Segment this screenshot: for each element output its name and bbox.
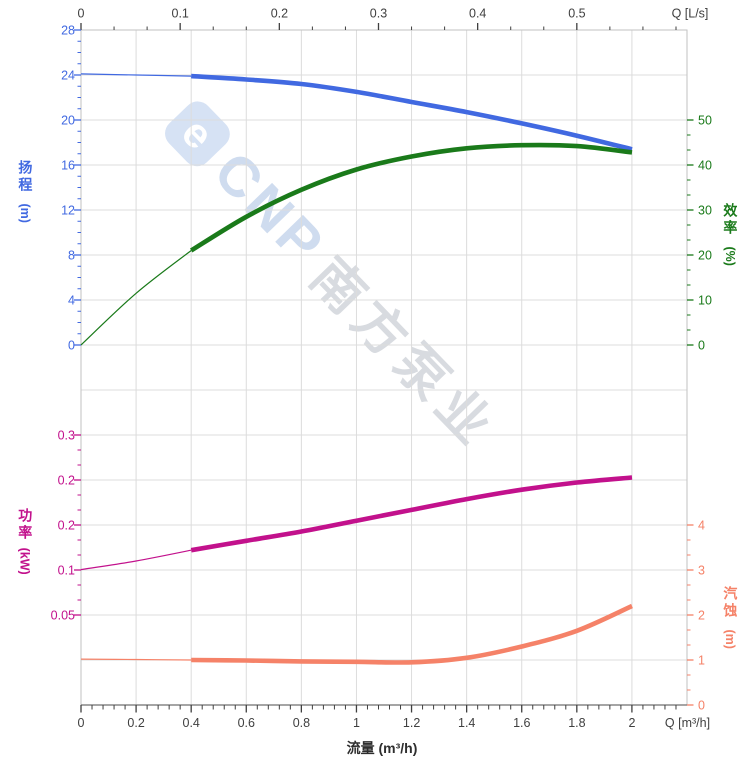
power-curve — [190, 475, 633, 553]
flow-tick-label: 0.2 — [127, 716, 144, 730]
head-tick-label: 12 — [61, 204, 75, 218]
bottom-axis-unit-label: Q [m³/h] — [665, 716, 710, 730]
grid-layer — [81, 30, 687, 705]
power-axis-title-cn: 功率 — [17, 508, 34, 542]
efficiency-curve — [189, 142, 633, 253]
flow-tick-label: 1.6 — [513, 716, 530, 730]
power-tick-label: 0.05 — [51, 609, 75, 623]
npsh-tick-label: 4 — [698, 519, 705, 533]
flow-tick-label: 1.2 — [403, 716, 420, 730]
npsh-axis-title-cn: 汽蚀 — [722, 586, 739, 620]
top-axis-tick-label: 0.4 — [469, 7, 486, 21]
flow-tick-label: 0.4 — [183, 716, 200, 730]
efficiency-axis-unit: (%) — [722, 246, 737, 266]
head-tick-label: 24 — [61, 69, 75, 83]
power-tick-label: 0.1 — [58, 564, 75, 578]
x-axis-title: 流量 (m³/h) — [347, 740, 418, 756]
power-tick-label: 0.2 — [58, 519, 75, 533]
flow-tick-label: 1 — [353, 716, 360, 730]
head-tick-label: 8 — [68, 249, 75, 263]
npsh-tick-label: 2 — [698, 609, 705, 623]
power-tick-label: 0.3 — [58, 429, 75, 443]
top-axis-tick-label: 0.1 — [172, 7, 189, 21]
efficiency-tick-label: 10 — [698, 294, 712, 308]
plot-border — [80, 29, 688, 706]
head-axis-title-cn: 扬程 — [17, 160, 34, 194]
head-curve-thin — [80, 73, 192, 77]
npsh-tick-label: 1 — [698, 654, 705, 668]
head-axis-unit: (m) — [17, 203, 32, 223]
top-axis-unit-label: Q [L/s] — [672, 7, 709, 21]
head-axis-title: 扬程 (m) — [15, 160, 34, 223]
top-axis-tick-label: 0 — [78, 7, 85, 21]
top-axis-tick-label: 0.2 — [271, 7, 288, 21]
head-tick-label: 4 — [68, 294, 75, 308]
flow-tick-label: 0.8 — [293, 716, 310, 730]
efficiency-tick-label: 40 — [698, 159, 712, 173]
flow-tick-label: 0 — [78, 716, 85, 730]
head-tick-label: 16 — [61, 159, 75, 173]
flow-tick-label: 1.4 — [458, 716, 475, 730]
flow-tick-label: 2 — [629, 716, 636, 730]
efficiency-tick-label: 30 — [698, 204, 712, 218]
tick-layer — [74, 23, 694, 713]
npsh-curve — [191, 603, 633, 665]
power-tick-label: 0.2 — [58, 474, 75, 488]
power-curve-thin — [80, 549, 192, 571]
npsh-axis-title: 汽蚀 (m) — [720, 586, 739, 649]
efficiency-axis-title-cn: 效率 — [722, 203, 739, 237]
power-axis-unit: (kW) — [17, 547, 32, 575]
efficiency-tick-label: 20 — [698, 249, 712, 263]
power-axis-title: 功率 (kW) — [11, 508, 38, 575]
efficiency-tick-label: 50 — [698, 114, 712, 128]
npsh-curve-thin — [80, 658, 192, 661]
npsh-tick-label: 0 — [698, 699, 705, 713]
efficiency-tick-label: 0 — [698, 339, 705, 353]
curves-layer — [80, 73, 633, 665]
head-tick-label: 28 — [61, 24, 75, 38]
top-axis-tick-label: 0.3 — [370, 7, 387, 21]
flow-tick-label: 0.6 — [238, 716, 255, 730]
npsh-axis-unit: (m) — [722, 629, 737, 649]
head-curve — [191, 73, 633, 152]
efficiency-axis-title: 效率 (%) — [720, 203, 739, 266]
head-tick-label: 0 — [68, 339, 75, 353]
label-layer: 0 0.1 0.2 0.3 0.4 0.5 Q [L/s] 28 24 20 1… — [51, 7, 712, 757]
efficiency-curve-thin — [80, 250, 192, 346]
flow-tick-label: 1.8 — [568, 716, 585, 730]
head-tick-label: 20 — [61, 114, 75, 128]
top-axis-tick-label: 0.5 — [568, 7, 585, 21]
npsh-tick-label: 3 — [698, 564, 705, 578]
